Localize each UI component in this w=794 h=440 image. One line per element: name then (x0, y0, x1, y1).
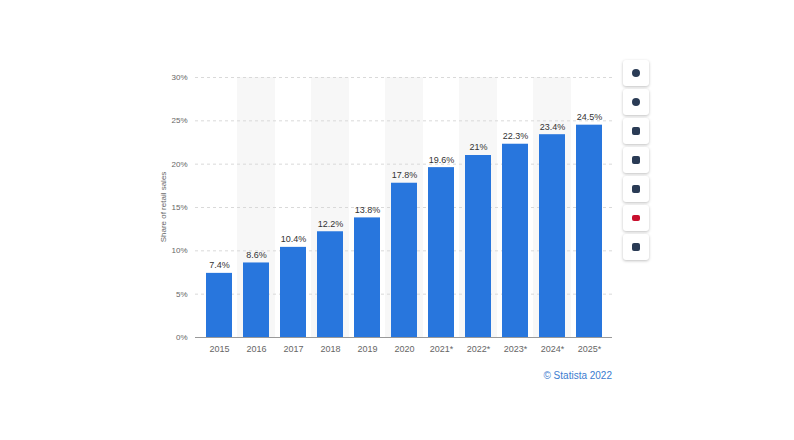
svg-text:12.2%: 12.2% (318, 219, 344, 229)
svg-text:23.4%: 23.4% (540, 122, 566, 132)
svg-text:7.4%: 7.4% (209, 260, 230, 270)
svg-text:8.6%: 8.6% (246, 250, 267, 260)
svg-text:20%: 20% (171, 160, 187, 169)
svg-text:2015: 2015 (209, 344, 229, 354)
svg-text:10%: 10% (171, 246, 187, 255)
svg-text:10.4%: 10.4% (281, 234, 307, 244)
svg-text:2019: 2019 (357, 344, 377, 354)
svg-text:2024*: 2024* (541, 344, 565, 354)
svg-text:15%: 15% (171, 203, 187, 212)
svg-text:30%: 30% (171, 73, 187, 82)
svg-text:25%: 25% (171, 116, 187, 125)
svg-text:2016: 2016 (246, 344, 266, 354)
svg-text:24.5%: 24.5% (577, 112, 603, 122)
svg-text:21%: 21% (469, 142, 487, 152)
svg-text:13.8%: 13.8% (355, 205, 381, 215)
svg-text:19.6%: 19.6% (429, 155, 455, 165)
svg-text:2021*: 2021* (430, 344, 454, 354)
svg-text:2025*: 2025* (578, 344, 602, 354)
html-text:Share of retail sales: Share of retail sales (158, 171, 168, 243)
svg-text:2022*: 2022* (467, 344, 491, 354)
svg-text:5%: 5% (176, 290, 188, 299)
svg-text:17.8%: 17.8% (392, 170, 418, 180)
svg-text:0%: 0% (176, 333, 188, 342)
svg-text:2017: 2017 (283, 344, 303, 354)
svg-text:2020: 2020 (394, 344, 414, 354)
html-text:© Statista 2022: © Statista 2022 (543, 370, 612, 381)
svg-text:2023*: 2023* (504, 344, 528, 354)
svg-text:22.3%: 22.3% (503, 131, 529, 141)
svg-text:2018: 2018 (320, 344, 340, 354)
